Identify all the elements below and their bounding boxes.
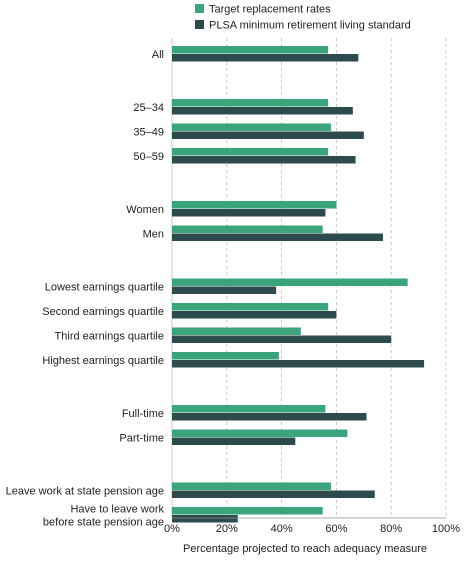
bar-target (172, 429, 348, 437)
bar-target (172, 405, 326, 413)
bar-target (172, 327, 301, 335)
x-tick-label: 80% (380, 523, 402, 535)
bar-plsa (172, 233, 383, 241)
bar-plsa (172, 360, 425, 368)
category-label: Full-time (122, 408, 164, 420)
legend-label-target: Target replacement rates (209, 4, 331, 16)
legend: Target replacement rates PLSA minimum re… (195, 4, 411, 32)
category-label: 50–59 (133, 151, 164, 163)
bar-plsa (172, 156, 356, 164)
bar-target (172, 99, 329, 107)
category-label: Highest earnings quartile (42, 355, 164, 367)
category-labels: All 25–34 35–49 50–59 Women Men Lowest earning… (6, 49, 165, 529)
bar-target (172, 482, 331, 490)
bar-plsa (172, 311, 337, 319)
category-label: Women (126, 204, 164, 216)
x-axis: 0% 20% 40% 60% 80% 100% (164, 517, 460, 535)
bar-target (172, 46, 329, 54)
x-tick-label: 40% (271, 523, 293, 535)
x-tick-label: 20% (216, 523, 238, 535)
category-label: All (152, 49, 164, 61)
bar-target (172, 507, 323, 515)
category-label: Men (143, 228, 164, 240)
bar-plsa (172, 413, 367, 421)
bar-target (172, 225, 323, 233)
category-label: Part-time (119, 432, 164, 444)
category-label: Have to leave work (70, 503, 164, 515)
bar-target (172, 303, 329, 311)
bar-plsa (172, 209, 326, 217)
x-tick-label: 60% (325, 523, 347, 535)
category-label: 35–49 (133, 126, 164, 138)
bar-plsa (172, 107, 353, 115)
category-label: before state pension age (43, 516, 164, 528)
bar-plsa (172, 490, 375, 498)
bar-target (172, 278, 408, 286)
category-label: 25–34 (133, 102, 164, 114)
category-label: Second earnings quartile (42, 306, 164, 318)
category-label: Third earnings quartile (55, 330, 164, 342)
bar-plsa (172, 515, 238, 523)
bar-plsa (172, 437, 296, 445)
bar-plsa (172, 335, 392, 343)
bar-plsa (172, 286, 277, 294)
bar-target (172, 123, 331, 131)
x-axis-title: Percentage projected to reach adequacy m… (183, 543, 427, 555)
legend-swatch-plsa (195, 20, 204, 29)
legend-label-plsa: PLSA minimum retirement living standard (209, 20, 411, 32)
bar-target (172, 201, 337, 209)
bar-target (172, 148, 329, 156)
bar-target (172, 352, 279, 360)
legend-swatch-target (195, 4, 204, 13)
x-tick-label: 100% (432, 523, 460, 535)
x-tick-label: 0% (164, 523, 180, 535)
bar-plsa (172, 54, 359, 62)
category-label: Leave work at state pension age (6, 485, 164, 497)
category-label: Lowest earnings quartile (45, 281, 164, 293)
bar-plsa (172, 131, 364, 139)
bars (172, 46, 425, 523)
